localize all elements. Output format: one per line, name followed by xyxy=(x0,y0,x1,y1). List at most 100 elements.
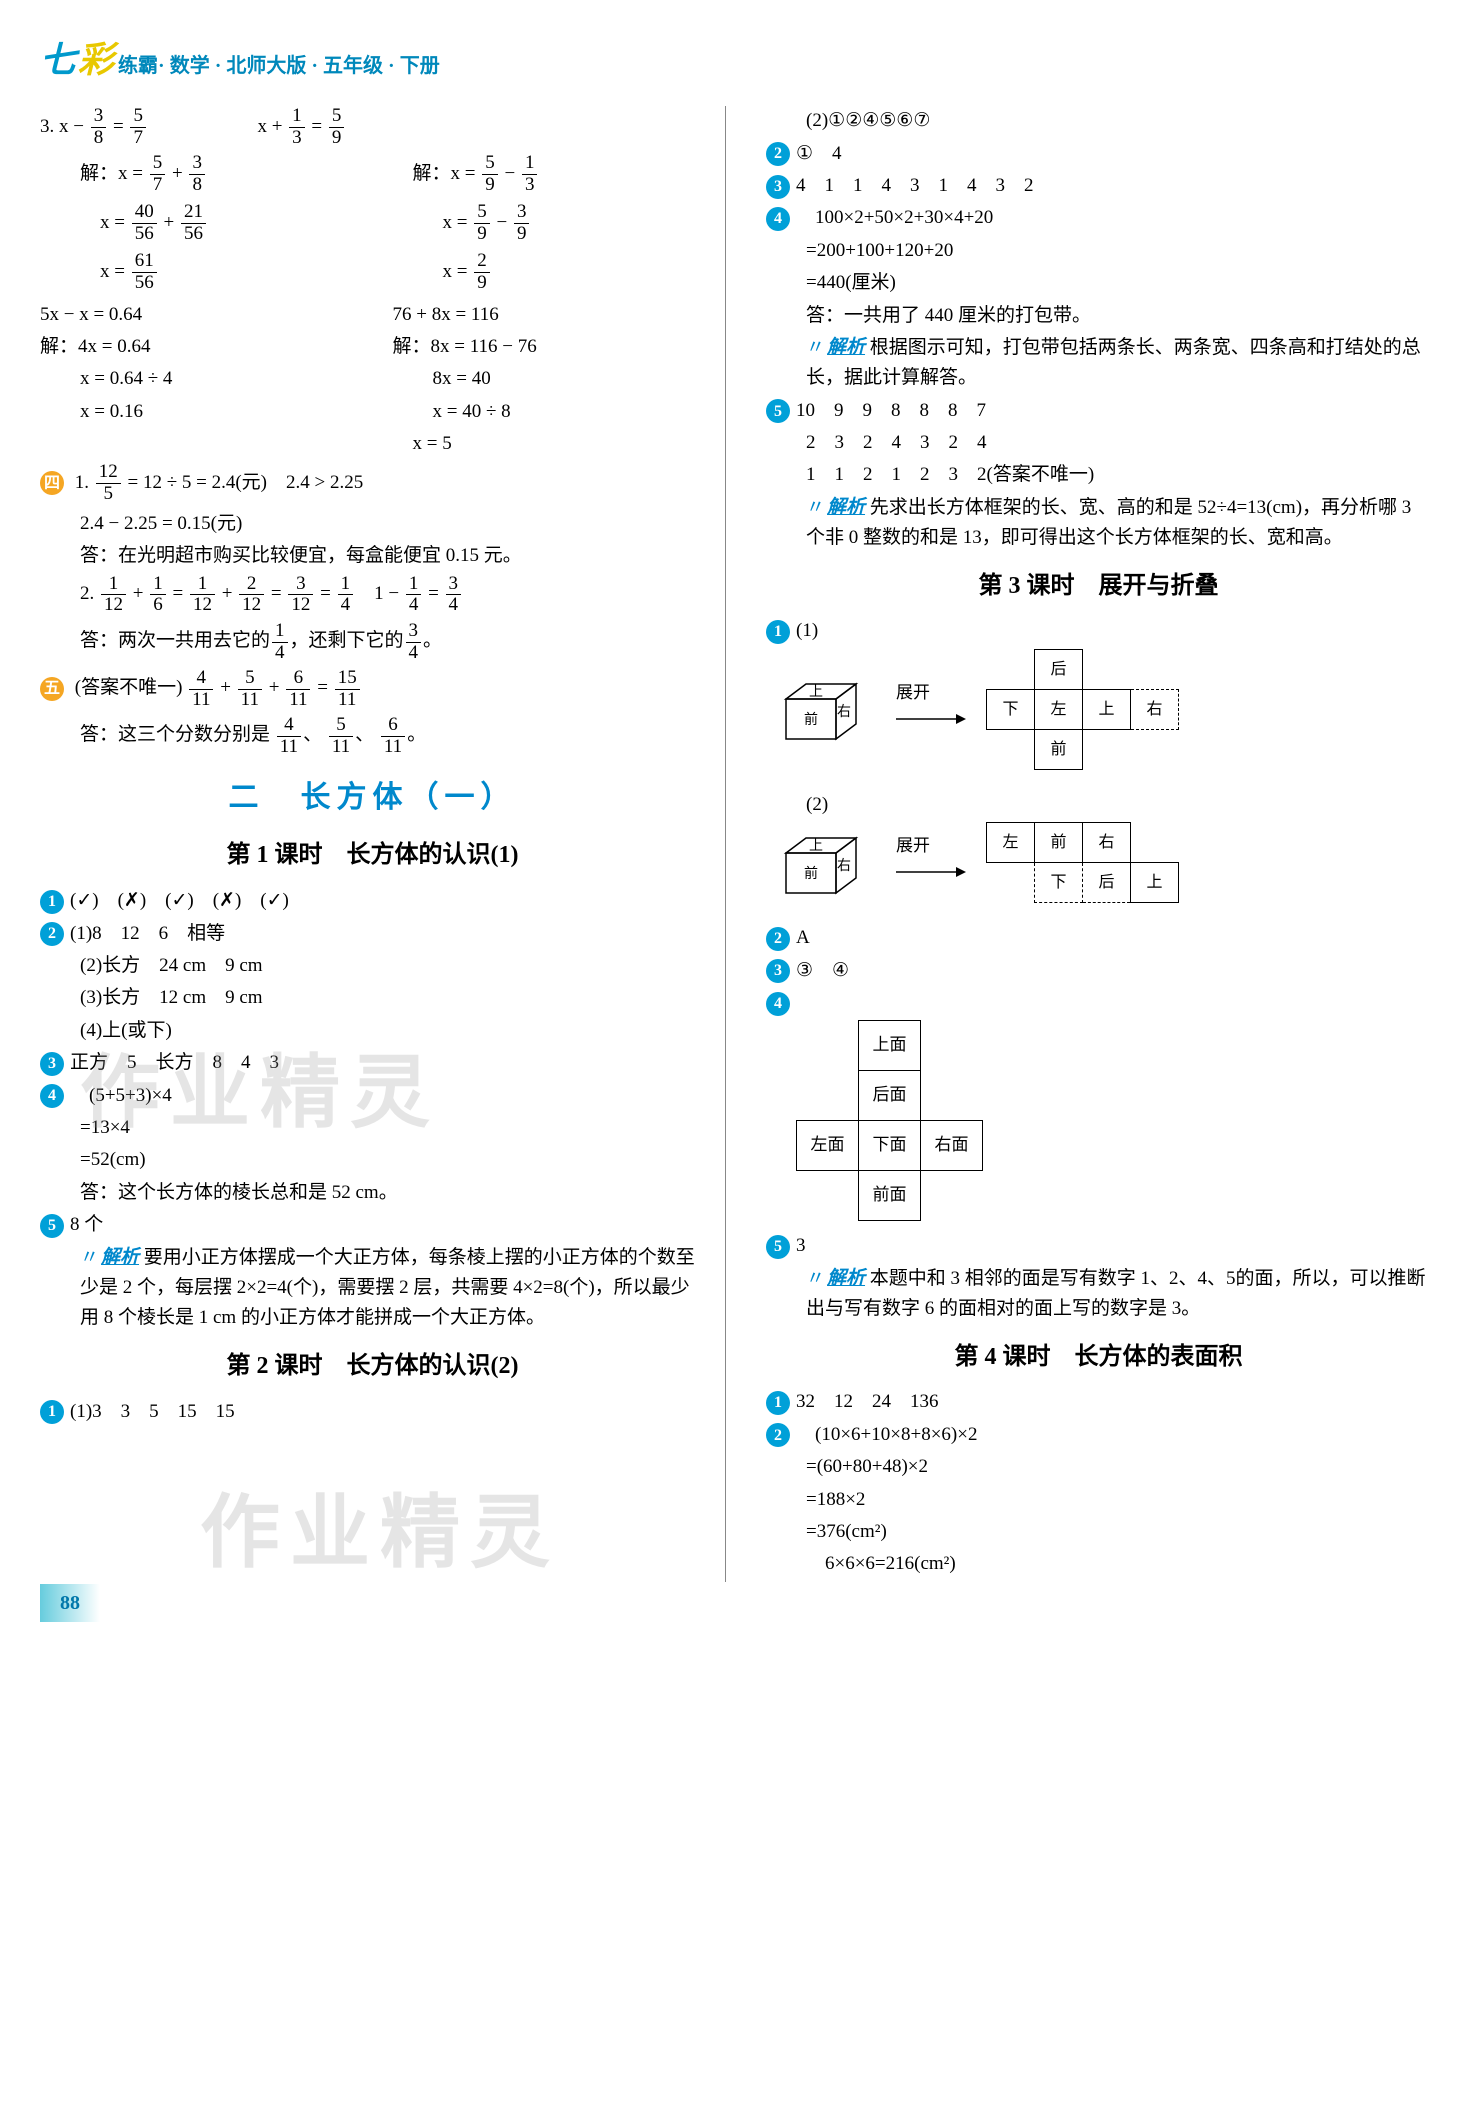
l1-4b: =13×4 xyxy=(40,1113,705,1143)
svg-text:右: 右 xyxy=(837,704,851,720)
header-subtitle: · 数学 · 北师大版 · 五年级 · 下册 xyxy=(158,49,440,83)
l4-2b: =(60+80+48)×2 xyxy=(766,1452,1431,1482)
si1-line2: 2.4 − 2.25 = 0.15(元) xyxy=(40,509,705,539)
circle-4c-icon: 4 xyxy=(766,992,790,1016)
l4-2d: =376(cm²) xyxy=(766,1517,1431,1547)
r4a: 4 100×2+50×2+30×4+20 xyxy=(766,203,1431,233)
cross-net: 上面 后面 左面下面右面 前面 xyxy=(796,1020,983,1221)
l4-2c: =188×2 xyxy=(766,1485,1431,1515)
unfold-arrow: 展开 xyxy=(896,832,966,893)
lesson-4-title: 第 4 课时 长方体的表面积 xyxy=(766,1337,1431,1378)
circle-4r-icon: 4 xyxy=(766,207,790,231)
l1-1: 1(✓) (✗) (✓) (✗) (✓) xyxy=(40,886,705,916)
lesson-2-title: 第 2 课时 长方体的认识(2) xyxy=(40,1346,705,1387)
analysis-label: 解析 xyxy=(827,497,865,518)
cube-icon: 上 右 前 xyxy=(776,674,876,744)
sol2-row2: x = 0.64 ÷ 4 8x = 40 xyxy=(40,364,705,394)
l2-1: 1(1)3 3 5 15 15 xyxy=(40,1397,705,1427)
circle-si-icon: 四 xyxy=(40,471,64,495)
l3-2: 2A xyxy=(766,923,1431,953)
l1-2c: (3)长方 12 cm 9 cm xyxy=(40,983,705,1013)
unfold-arrow: 展开 xyxy=(896,679,966,740)
unfold-diagram-1: 上 右 前 展开 后 下左上右 前 xyxy=(776,649,1431,770)
circle-wu-icon: 五 xyxy=(40,677,64,701)
circle-3c-icon: 3 xyxy=(766,959,790,983)
l3-4: 4 xyxy=(766,988,1431,1018)
l1-2a: 2(1)8 12 6 相等 xyxy=(40,919,705,949)
l3-5-analysis: 〃解析 本题中和 3 相邻的面是写有数字 1、2、4、5的面，所以，可以推断出与… xyxy=(766,1264,1431,1325)
r4ans: 答：一共用了 440 厘米的打包带。 xyxy=(766,301,1431,331)
r5c: 1 1 2 1 2 3 2(答案不唯一) xyxy=(766,460,1431,490)
sol2-row1: 解：4x = 0.64 解：8x = 116 − 76 xyxy=(40,332,705,362)
analysis-icon: 〃 xyxy=(806,497,825,518)
section-2-title: 二 长方体（一） xyxy=(40,772,705,823)
l4-2e: 6×6×6=216(cm²) xyxy=(766,1549,1431,1579)
left-column: 3. x − 38 = 57 x + 13 = 59 解：x = 57 + 38… xyxy=(40,106,726,1582)
q3-eq1: 3. x − 38 = 57 x + 13 = 59 xyxy=(40,106,705,149)
right-column: (2)①②④⑤⑥⑦ 2① 4 34 1 1 4 3 1 4 3 2 4 100×… xyxy=(756,106,1431,1582)
l3-3: 3③ ④ xyxy=(766,956,1431,986)
r4-analysis: 〃解析 根据图示可知，打包带包括两条长、两条宽、四条高和打结处的总长，据此计算解… xyxy=(766,333,1431,394)
r1: (2)①②④⑤⑥⑦ xyxy=(766,106,1431,136)
circle-5c-icon: 5 xyxy=(766,1235,790,1259)
l1-3: 3正方 5 长方 8 4 3 xyxy=(40,1048,705,1078)
circle-5-icon: 5 xyxy=(40,1214,64,1238)
circle-2d-icon: 2 xyxy=(766,1423,790,1447)
unfold-diagram-2: 上 右 前 展开 左前右 下后上 xyxy=(776,822,1431,903)
circle-1d-icon: 1 xyxy=(766,1391,790,1415)
page-header: 七 彩 练霸 · 数学 · 北师大版 · 五年级 · 下册 xyxy=(40,30,1431,91)
si1-answer: 答：在光明超市购买比较便宜，每盒能便宜 0.15 元。 xyxy=(40,541,705,571)
svg-text:前: 前 xyxy=(804,865,818,882)
analysis-label: 解析 xyxy=(101,1247,139,1268)
r5b: 2 3 2 4 3 2 4 xyxy=(766,428,1431,458)
l1-2d: (4)上(或下) xyxy=(40,1016,705,1046)
circle-3-icon: 3 xyxy=(40,1052,64,1076)
l3-1: 1(1) xyxy=(766,616,1431,646)
circle-1b-icon: 1 xyxy=(40,1400,64,1424)
section-si-1: 四 1. 125 = 12 ÷ 5 = 2.4(元) 2.4 > 2.25 xyxy=(40,462,705,505)
si2-answer: 答：两次一共用去它的14，还剩下它的34。 xyxy=(40,620,705,663)
analysis-label: 解析 xyxy=(827,337,865,358)
l3-5: 53 xyxy=(766,1231,1431,1261)
eq2-row: 5x − x = 0.64 76 + 8x = 116 xyxy=(40,300,705,330)
svg-text:前: 前 xyxy=(804,711,818,728)
sol1-row2: x = 4056 + 2156 x = 59 − 39 xyxy=(40,202,705,245)
wu-answer: 答：这三个分数分别是 411、 511、 611。 xyxy=(40,714,705,757)
sol1-row1: 解：x = 57 + 38 解：x = 59 − 13 xyxy=(40,153,705,196)
logo-cai: 彩 xyxy=(78,30,114,91)
lesson-3-title: 第 3 课时 展开与折叠 xyxy=(766,566,1431,607)
l1-4c: =52(cm) xyxy=(40,1145,705,1175)
circle-2-icon: 2 xyxy=(40,922,64,946)
r4c: =440(厘米) xyxy=(766,268,1431,298)
circle-2r-icon: 2 xyxy=(766,142,790,166)
l1-4ans: 答：这个长方体的棱长总和是 52 cm。 xyxy=(40,1178,705,1208)
lesson-1-title: 第 1 课时 长方体的认识(1) xyxy=(40,835,705,876)
section-wu: 五 (答案不唯一) 411 + 511 + 611 = 1511 xyxy=(40,667,705,710)
circle-1-icon: 1 xyxy=(40,890,64,914)
r5-analysis: 〃解析 先求出长方体框架的长、宽、高的和是 52÷4=13(cm)，再分析哪 3… xyxy=(766,493,1431,554)
l1-5-analysis: 〃解析 要用小正方体摆成一个大正方体，每条棱上摆的小正方体的个数至少是 2 个，… xyxy=(40,1243,705,1334)
r3: 34 1 1 4 3 1 4 3 2 xyxy=(766,171,1431,201)
svg-text:上: 上 xyxy=(809,838,823,854)
content-columns: 3. x − 38 = 57 x + 13 = 59 解：x = 57 + 38… xyxy=(40,106,1431,1582)
page-number: 88 xyxy=(40,1584,100,1622)
net-1: 后 下左上右 前 xyxy=(986,649,1179,770)
circle-1c-icon: 1 xyxy=(766,620,790,644)
l4-2a: 2 (10×6+10×8+8×6)×2 xyxy=(766,1420,1431,1450)
l1-5: 58 个 xyxy=(40,1210,705,1240)
sol2-row4: x = 5 xyxy=(40,429,705,459)
r4b: =200+100+120+20 xyxy=(766,236,1431,266)
l1-2b: (2)长方 24 cm 9 cm xyxy=(40,951,705,981)
analysis-icon: 〃 xyxy=(806,1268,825,1289)
r5a: 510 9 9 8 8 8 7 xyxy=(766,396,1431,426)
circle-4-icon: 4 xyxy=(40,1084,64,1108)
logo-qi: 七 xyxy=(40,30,76,91)
circle-5r-icon: 5 xyxy=(766,399,790,423)
l3-1b: (2) xyxy=(766,790,1431,820)
analysis-icon: 〃 xyxy=(806,337,825,358)
l4-1: 132 12 24 136 xyxy=(766,1387,1431,1417)
cube-icon: 上 右 前 xyxy=(776,828,876,898)
circle-2c-icon: 2 xyxy=(766,927,790,951)
circle-3r-icon: 3 xyxy=(766,175,790,199)
l1-4a: 4 (5+5+3)×4 xyxy=(40,1081,705,1111)
